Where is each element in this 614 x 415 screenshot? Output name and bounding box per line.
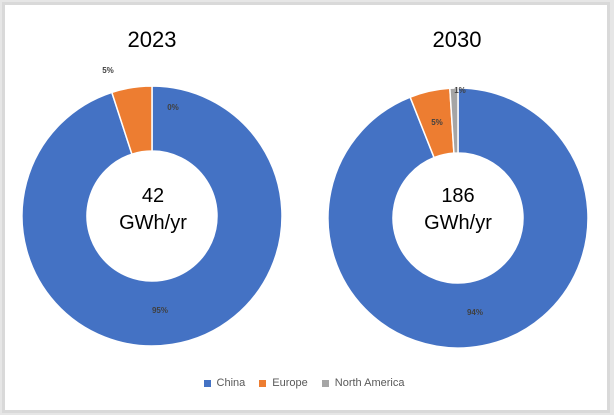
data-label-2023-europe: 5% xyxy=(102,66,114,75)
legend-label: Europe xyxy=(272,377,308,389)
legend: China Europe North America xyxy=(0,377,608,389)
data-label-2023-north-america: 0% xyxy=(167,103,179,112)
center-unit: GWh/yr xyxy=(119,212,187,234)
data-label-2023-china: 95% xyxy=(152,306,168,315)
center-value: 42 xyxy=(141,185,165,207)
legend-label: North America xyxy=(334,377,405,389)
data-label-2030-europe: 5% xyxy=(431,118,443,127)
center-label-2023: 42 GWh/yr xyxy=(88,183,218,237)
center-label-2030: 186 GWh/yr xyxy=(393,183,523,237)
legend-item-china: China xyxy=(203,377,246,389)
slice-2023-europe xyxy=(110,85,153,156)
slice-2030-north-america xyxy=(449,87,459,154)
legend-swatch xyxy=(259,379,267,387)
data-label-2030-north-america: 1% xyxy=(454,86,466,95)
legend-swatch xyxy=(321,379,329,387)
legend-swatch xyxy=(203,379,211,387)
legend-item-europe: Europe xyxy=(259,377,308,389)
chart-title-2023: 2023 xyxy=(127,27,177,52)
chart-title-2030: 2030 xyxy=(432,27,482,52)
legend-item-north-america: North America xyxy=(321,377,405,389)
center-value: 186 xyxy=(441,185,475,207)
legend-label: China xyxy=(216,377,246,389)
center-unit: GWh/yr xyxy=(424,212,492,234)
slice-2030-china xyxy=(327,87,589,349)
data-label-2030-china: 94% xyxy=(467,308,483,317)
slice-2023-china xyxy=(21,85,283,347)
